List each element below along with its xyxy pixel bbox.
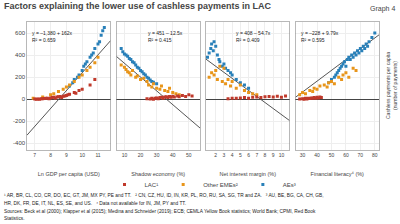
svg-text:10: 10 bbox=[279, 152, 285, 158]
svg-text:Ln GDP per capita (USD): Ln GDP per capita (USD) bbox=[38, 171, 100, 177]
svg-text:7: 7 bbox=[255, 152, 258, 158]
svg-text:¹ AR, BR, CL, CO, CR, DO, EC,: ¹ AR, BR, CL, CO, CR, DO, EC, GT, JM, MX… bbox=[4, 193, 324, 198]
svg-text:HR, DK, FR, DE, IT, NL, ES, SE: HR, DK, FR, DE, IT, NL, ES, SE, and US. … bbox=[4, 201, 186, 206]
svg-text:LAC¹: LAC¹ bbox=[145, 182, 159, 188]
svg-text:80: 80 bbox=[372, 152, 378, 158]
svg-text:40: 40 bbox=[170, 152, 176, 158]
svg-text:30: 30 bbox=[154, 152, 160, 158]
svg-text:600: 600 bbox=[15, 30, 26, 36]
svg-text:70: 70 bbox=[358, 152, 364, 158]
svg-text:10: 10 bbox=[122, 152, 128, 158]
svg-text:Graph 4: Graph 4 bbox=[370, 5, 395, 13]
svg-text:Sources: Beck et al (2000); Kl: Sources: Beck et al (2000); Klapper et a… bbox=[4, 209, 316, 214]
svg-text:-400: -400 bbox=[13, 140, 26, 146]
svg-text:Other EMEs²: Other EMEs² bbox=[203, 182, 238, 188]
svg-text:y = 451 – 12.5xR² = 0.415: y = 451 – 12.5xR² = 0.415 bbox=[148, 30, 183, 43]
svg-text:5: 5 bbox=[239, 152, 242, 158]
svg-text:4: 4 bbox=[231, 152, 234, 158]
svg-text:50: 50 bbox=[186, 152, 192, 158]
svg-text:Financial literacy⁴ (%): Financial literacy⁴ (%) bbox=[311, 171, 365, 177]
svg-text:200: 200 bbox=[15, 74, 26, 80]
svg-text:10: 10 bbox=[79, 152, 85, 158]
svg-text:AEs³: AEs³ bbox=[283, 182, 296, 188]
svg-text:20: 20 bbox=[138, 152, 144, 158]
svg-text:3: 3 bbox=[223, 152, 226, 158]
svg-text:7: 7 bbox=[33, 152, 36, 158]
svg-text:30: 30 bbox=[300, 152, 306, 158]
svg-text:Statistics.: Statistics. bbox=[4, 216, 25, 221]
svg-text:y = –1,380 + 162xR² = 0.659: y = –1,380 + 162xR² = 0.659 bbox=[32, 30, 73, 43]
svg-text:2: 2 bbox=[214, 152, 217, 158]
svg-text:9: 9 bbox=[272, 152, 275, 158]
svg-text:Shadow economy (%): Shadow economy (%) bbox=[131, 171, 185, 177]
svg-text:400: 400 bbox=[15, 52, 26, 58]
svg-text:40: 40 bbox=[314, 152, 320, 158]
svg-text:Factors explaining the lower u: Factors explaining the lower use of cash… bbox=[4, 1, 272, 11]
svg-text:y = 408 – 54.7xR² = 0.409: y = 408 – 54.7xR² = 0.409 bbox=[236, 30, 271, 43]
svg-text:8: 8 bbox=[264, 152, 267, 158]
svg-text:Net interest margin (%): Net interest margin (%) bbox=[219, 171, 276, 177]
svg-text:6: 6 bbox=[247, 152, 250, 158]
svg-text:0: 0 bbox=[22, 96, 26, 102]
svg-text:y = –228 + 9.79xR² = 0.595: y = –228 + 9.79xR² = 0.595 bbox=[301, 30, 339, 43]
svg-text:9: 9 bbox=[65, 152, 68, 158]
svg-text:8: 8 bbox=[49, 152, 52, 158]
svg-text:Cashless payments per capita(n: Cashless payments per capita(number of p… bbox=[385, 52, 398, 119]
svg-text:11: 11 bbox=[95, 152, 100, 158]
svg-text:60: 60 bbox=[343, 152, 349, 158]
svg-text:50: 50 bbox=[329, 152, 335, 158]
svg-text:-200: -200 bbox=[13, 118, 26, 124]
